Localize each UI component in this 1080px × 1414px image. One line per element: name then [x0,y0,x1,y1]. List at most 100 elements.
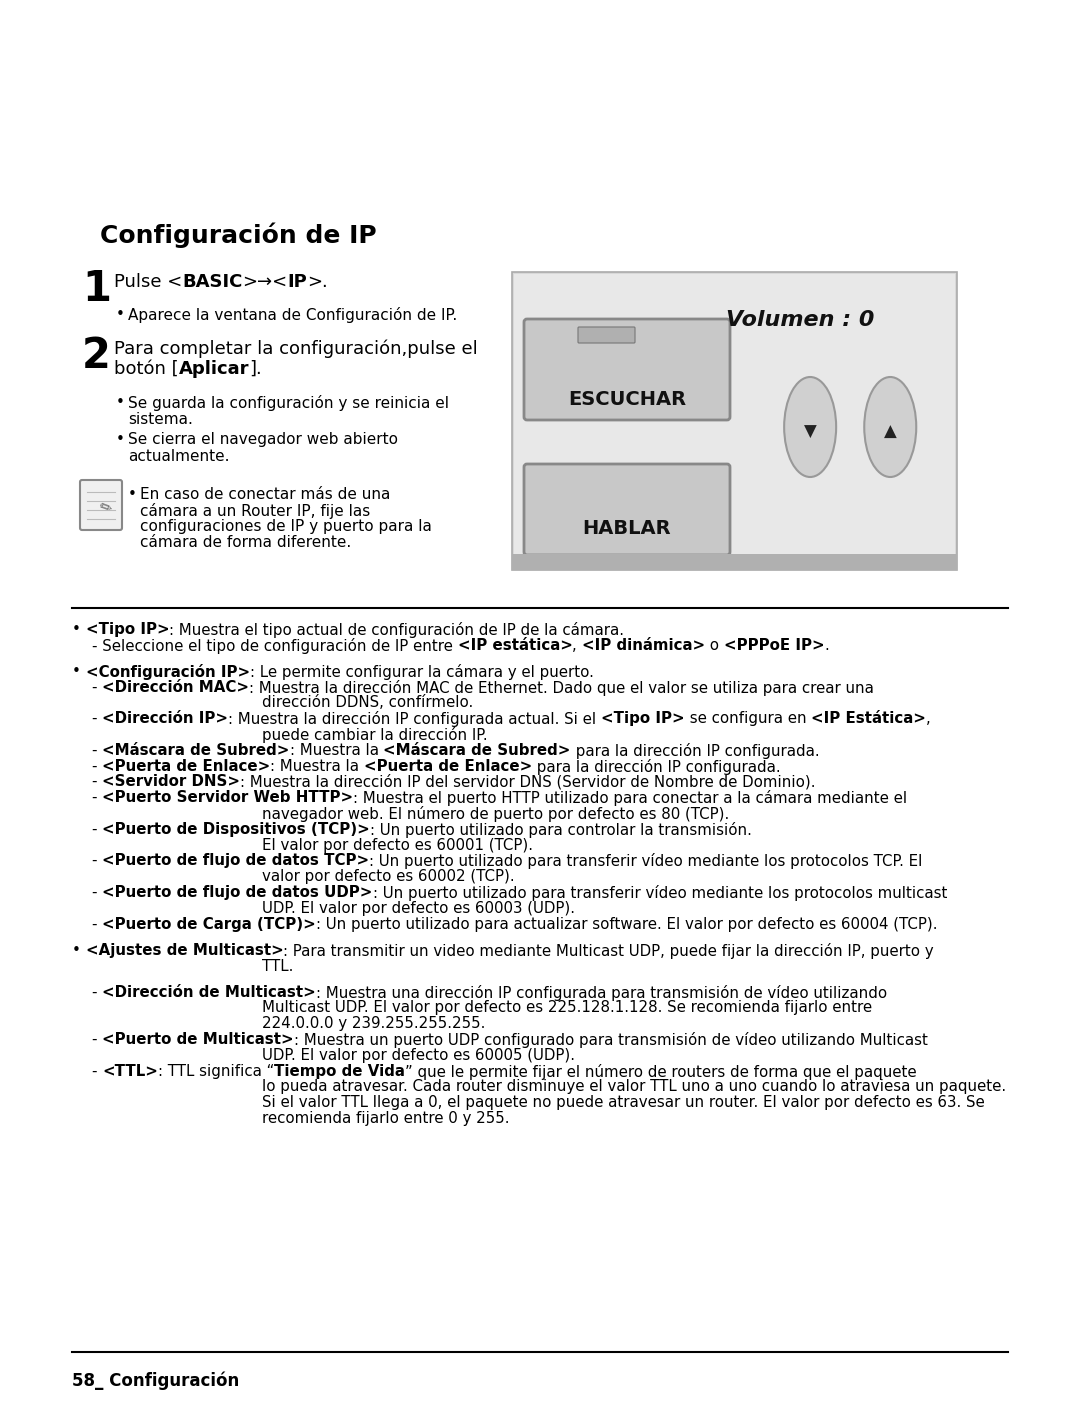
Text: Se cierra el navegador web abierto: Se cierra el navegador web abierto [129,433,399,447]
Text: : Muestra la: : Muestra la [289,742,383,758]
Text: ” que le permite fijar el número de routers de forma que el paquete: ” que le permite fijar el número de rout… [405,1063,917,1080]
Text: lo pueda atravesar. Cada router disminuye el valor TTL uno a uno cuando lo atrav: lo pueda atravesar. Cada router disminuy… [262,1079,1007,1094]
Text: -: - [92,775,103,789]
Text: <IP Estática>: <IP Estática> [811,711,926,727]
FancyBboxPatch shape [514,274,955,568]
Text: ✏: ✏ [96,498,113,516]
Text: -: - [92,1063,103,1079]
Text: cámara a un Router IP, fije las: cámara a un Router IP, fije las [140,503,370,519]
Text: <IP estática>: <IP estática> [458,638,572,653]
Text: <Servidor DNS>: <Servidor DNS> [103,775,240,789]
Text: <Máscara de Subred>: <Máscara de Subred> [383,742,570,758]
Text: -: - [92,759,103,773]
Text: recomienda fijarlo entre 0 y 255.: recomienda fijarlo entre 0 y 255. [262,1111,510,1126]
Text: -: - [92,711,103,727]
Text: ,: , [572,638,582,653]
Text: -: - [92,742,103,758]
Text: : Muestra el puerto HTTP utilizado para conectar a la cámara mediante el: : Muestra el puerto HTTP utilizado para … [353,790,907,806]
Text: <Puerto de Multicast>: <Puerto de Multicast> [103,1032,294,1046]
Text: para la dirección IP configurada.: para la dirección IP configurada. [570,742,820,759]
Text: Para completar la configuración,pulse el: Para completar la configuración,pulse el [114,339,477,359]
Text: -: - [92,984,103,1000]
Text: : Muestra la dirección MAC de Ethernet. Dado que el valor se utiliza para crear : : Muestra la dirección MAC de Ethernet. … [249,680,874,696]
Text: actualmente.: actualmente. [129,450,229,464]
Text: <Máscara de Subred>: <Máscara de Subred> [103,742,289,758]
Text: 2: 2 [82,335,111,378]
Text: .: . [824,638,829,653]
Text: 1: 1 [82,269,111,310]
Text: Pulse <: Pulse < [114,273,183,291]
Text: -: - [92,885,103,901]
Text: •: • [72,622,85,636]
Text: -: - [92,790,103,805]
Text: 58_ Configuración: 58_ Configuración [72,1372,240,1390]
Text: <Tipo IP>: <Tipo IP> [85,622,170,636]
Text: <Puerto de Carga (TCP)>: <Puerto de Carga (TCP)> [103,916,316,932]
FancyBboxPatch shape [524,320,730,420]
Text: •: • [72,663,85,679]
Text: •: • [116,433,125,447]
Text: <Dirección IP>: <Dirección IP> [103,711,228,727]
Text: BASIC: BASIC [183,273,243,291]
FancyBboxPatch shape [578,327,635,344]
Text: valor por defecto es 60002 (TCP).: valor por defecto es 60002 (TCP). [262,870,515,884]
Text: : Muestra una dirección IP configurada para transmisión de vídeo utilizando: : Muestra una dirección IP configurada p… [316,984,887,1001]
Text: UDP. El valor por defecto es 60003 (UDP).: UDP. El valor por defecto es 60003 (UDP)… [262,901,575,916]
Text: ESCUCHAR: ESCUCHAR [568,390,686,409]
Text: puede cambiar la dirección IP.: puede cambiar la dirección IP. [262,727,488,744]
Text: : Muestra el tipo actual de configuración de IP de la cámara.: : Muestra el tipo actual de configuració… [170,622,624,638]
Text: Configuración de IP: Configuración de IP [100,222,377,247]
Text: Aplicar: Aplicar [178,361,249,378]
Text: configuraciones de IP y puerto para la: configuraciones de IP y puerto para la [140,519,432,534]
Text: navegador web. El número de puerto por defecto es 80 (TCP).: navegador web. El número de puerto por d… [262,806,729,822]
Text: •: • [116,307,125,322]
Text: UDP. El valor por defecto es 60005 (UDP).: UDP. El valor por defecto es 60005 (UDP)… [262,1048,575,1063]
Text: El valor por defecto es 60001 (TCP).: El valor por defecto es 60001 (TCP). [262,837,534,853]
Text: <Puerta de Enlace>: <Puerta de Enlace> [103,759,270,773]
Text: <Tipo IP>: <Tipo IP> [602,711,685,727]
Text: <Dirección de Multicast>: <Dirección de Multicast> [103,984,316,1000]
Ellipse shape [864,378,916,477]
Text: <Puerto de flujo de datos UDP>: <Puerto de flujo de datos UDP> [103,885,373,901]
Text: <IP dinámica>: <IP dinámica> [582,638,705,653]
Text: : Un puerto utilizado para transferir vídeo mediante los protocolos TCP. El: : Un puerto utilizado para transferir ví… [369,854,922,870]
FancyBboxPatch shape [524,464,730,556]
Text: -: - [92,916,103,932]
Text: para la dirección IP configurada.: para la dirección IP configurada. [532,759,781,775]
Text: <Puerta de Enlace>: <Puerta de Enlace> [364,759,532,773]
Text: : TTL significa “: : TTL significa “ [158,1063,274,1079]
Text: Multicast UDP. El valor por defecto es 225.128.1.128. Se recomienda fijarlo entr: Multicast UDP. El valor por defecto es 2… [262,1001,873,1015]
Text: <Puerto de flujo de datos TCP>: <Puerto de flujo de datos TCP> [103,854,369,868]
Text: Si el valor TTL llega a 0, el paquete no puede atravesar un router. El valor por: Si el valor TTL llega a 0, el paquete no… [262,1096,985,1110]
Text: : Muestra la: : Muestra la [270,759,364,773]
FancyBboxPatch shape [512,554,957,570]
Text: <Ajustes de Multicast>: <Ajustes de Multicast> [85,943,283,957]
Text: •: • [116,395,125,410]
Text: botón [: botón [ [114,361,178,378]
Text: - Seleccione el tipo de configuración de IP entre: - Seleccione el tipo de configuración de… [92,638,458,653]
Text: •: • [129,486,137,502]
Text: TTL.: TTL. [262,959,294,974]
Text: : Un puerto utilizado para actualizar software. El valor por defecto es 60004 (T: : Un puerto utilizado para actualizar so… [316,916,937,932]
Text: IP: IP [287,273,308,291]
Text: 224.0.0.0 y 239.255.255.255.: 224.0.0.0 y 239.255.255.255. [262,1017,485,1031]
Text: cámara de forma diferente.: cámara de forma diferente. [140,534,351,550]
Text: ▲: ▲ [883,423,896,441]
Text: <Puerto Servidor Web HTTP>: <Puerto Servidor Web HTTP> [103,790,353,805]
FancyBboxPatch shape [512,271,957,570]
Text: ].: ]. [249,361,261,378]
Text: <Puerto de Dispositivos (TCP)>: <Puerto de Dispositivos (TCP)> [103,822,370,837]
Text: En caso de conectar más de una: En caso de conectar más de una [140,486,390,502]
Text: : Un puerto utilizado para transferir vídeo mediante los protocolos multicast: : Un puerto utilizado para transferir ví… [373,885,947,901]
Text: Tiempo de Vida: Tiempo de Vida [274,1063,405,1079]
Text: : Le permite configurar la cámara y el puerto.: : Le permite configurar la cámara y el p… [249,663,594,680]
Text: <Dirección MAC>: <Dirección MAC> [103,680,249,694]
Text: <Configuración IP>: <Configuración IP> [85,663,249,680]
FancyBboxPatch shape [80,479,122,530]
Text: o: o [705,638,724,653]
Text: ▼: ▼ [804,423,816,441]
Text: <TTL>: <TTL> [103,1063,158,1079]
Text: HABLAR: HABLAR [583,519,672,537]
Text: : Muestra la dirección IP del servidor DNS (Servidor de Nombre de Dominio).: : Muestra la dirección IP del servidor D… [240,775,815,790]
Text: : Para transmitir un video mediante Multicast UDP, puede fijar la dirección IP, : : Para transmitir un video mediante Mult… [283,943,934,959]
